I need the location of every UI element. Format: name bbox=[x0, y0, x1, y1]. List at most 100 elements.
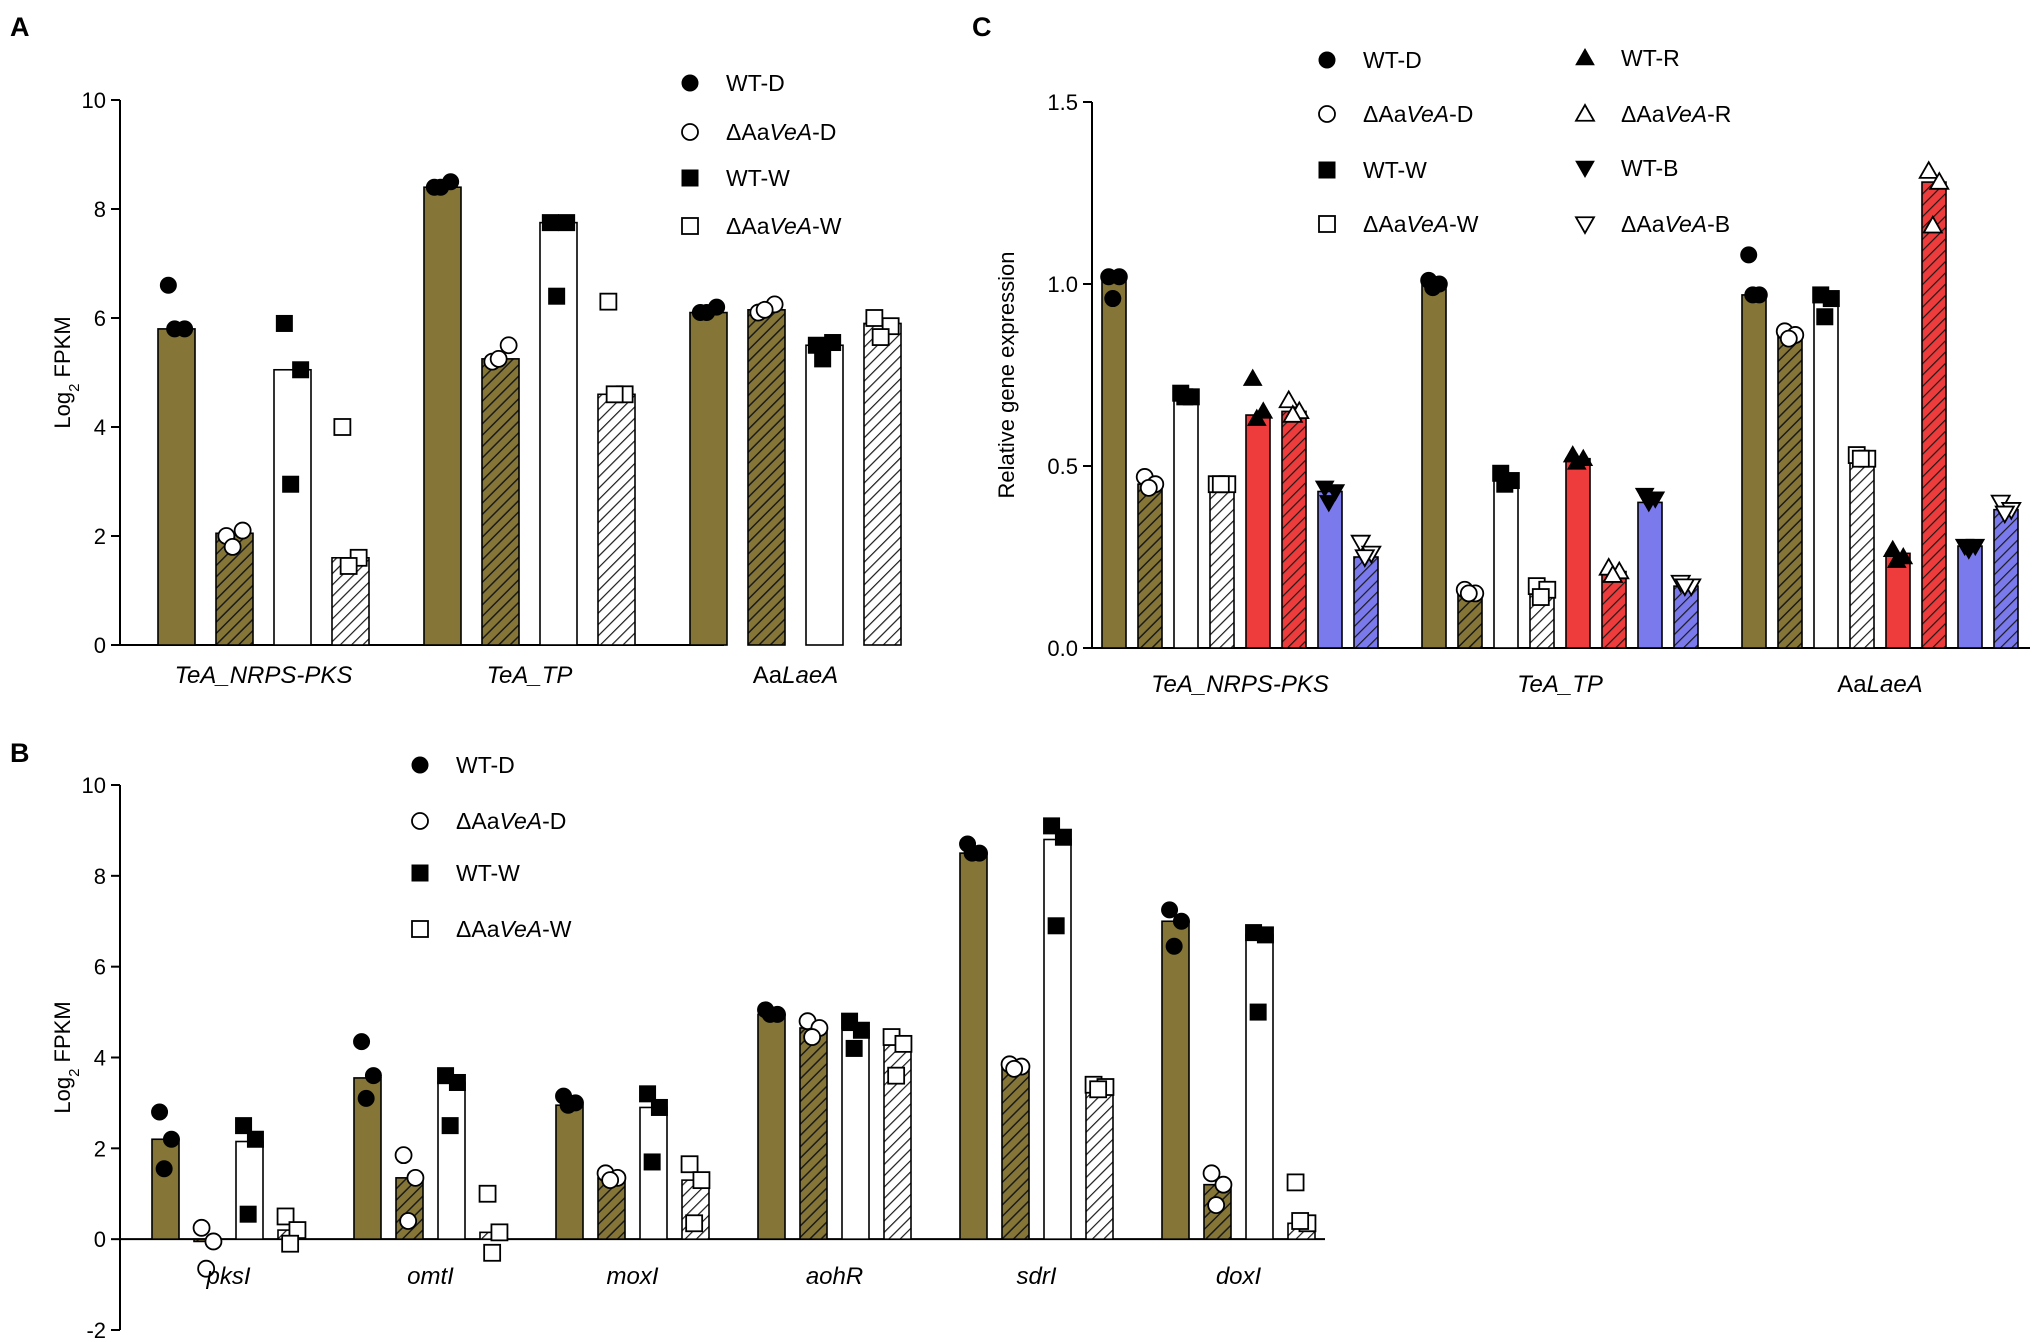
chart-panel-c: 0.0 0.5 1.0 1.5 Relative gene expression TeA_… bbox=[994, 45, 2030, 698]
panel-b-legend-marker bbox=[411, 920, 429, 938]
panel-c-legend-label-pre: WT-B bbox=[1621, 155, 1679, 181]
panel-b-data-point bbox=[692, 1171, 711, 1190]
panel-c-data-point bbox=[1851, 449, 1870, 468]
panel-c-data-point bbox=[1928, 171, 1950, 190]
panel-a-data-point bbox=[233, 521, 252, 540]
panel-c-data-point bbox=[1424, 279, 1442, 297]
panel-c-data-point bbox=[1994, 505, 2016, 525]
panel-b-x-tick-label-italic: aohR bbox=[806, 1263, 863, 1290]
panel-c-y-tick-label: 0.5 bbox=[1047, 454, 1078, 479]
panel-b-bar bbox=[799, 1027, 828, 1240]
panel-b-data-point bbox=[151, 1103, 169, 1121]
panel-b-data-point bbox=[963, 844, 981, 862]
panel-c-legend-label-italic: VeA bbox=[1407, 101, 1450, 127]
panel-c-data-point bbox=[1139, 478, 1158, 497]
panel-c-data-point bbox=[1176, 388, 1194, 406]
panel-a-data-point bbox=[292, 361, 310, 379]
panel-b-data-point bbox=[399, 1212, 418, 1230]
panel-a-legend-label-pre: WT-W bbox=[726, 165, 790, 191]
panel-a-data-point bbox=[824, 334, 842, 352]
panel-c-bar bbox=[1493, 479, 1519, 649]
panel-c-legend-label: ΔAaVeA-B bbox=[1621, 211, 1730, 237]
panel-b-data-point bbox=[761, 1005, 779, 1023]
panel-a-bar bbox=[689, 311, 728, 646]
panel-a-legend-label-pre: ΔAa bbox=[726, 119, 770, 145]
panel-b-data-point bbox=[680, 1155, 699, 1174]
panel-c-bar bbox=[1245, 414, 1271, 649]
panel-b-legend-label-italic: VeA bbox=[500, 916, 543, 942]
panel-a-bar bbox=[863, 322, 902, 646]
panel-a-legend-label-italic: VeA bbox=[770, 119, 813, 145]
panel-c-bar bbox=[1457, 592, 1483, 649]
panel-c-legend-label-post: -D bbox=[1449, 101, 1473, 127]
panel-a-data-point bbox=[282, 475, 300, 493]
panel-c-data-point bbox=[1531, 588, 1550, 606]
panel-b-data-point bbox=[559, 1096, 577, 1114]
panel-b-data-point bbox=[364, 1067, 382, 1085]
panel-b-data-point bbox=[601, 1171, 620, 1190]
panel-b-legend-label: ΔAaVeA-W bbox=[456, 916, 572, 942]
panel-b-legend-label: ΔAaVeA-D bbox=[456, 808, 566, 834]
panel-c-bar bbox=[1921, 181, 1947, 649]
panel-c-y-label-main: Relative gene expression bbox=[994, 251, 1019, 498]
panel-b-bar bbox=[395, 1177, 424, 1240]
panel-a-bar bbox=[805, 344, 844, 646]
panel-a-y-tick-label: 2 bbox=[94, 524, 106, 549]
panel-b-y-tick-label: 10 bbox=[82, 773, 106, 798]
panel-a-data-point bbox=[339, 557, 358, 575]
panel-b-data-point bbox=[1165, 937, 1183, 955]
panel-c-data-point bbox=[1602, 564, 1624, 583]
panel-b-data-point bbox=[394, 1146, 413, 1165]
panel-c-legend-marker bbox=[1318, 105, 1336, 123]
panel-b-bar bbox=[437, 1081, 466, 1240]
panel-a-x-tick-label-italic: LaeA bbox=[782, 662, 838, 689]
panel-b-data-point bbox=[1256, 926, 1274, 944]
panel-b-data-point bbox=[204, 1232, 223, 1251]
panel-c-x-tick-label: TeA_TP bbox=[1517, 671, 1603, 698]
panel-b-data-point bbox=[239, 1205, 257, 1223]
panel-b-data-point bbox=[1047, 917, 1065, 935]
panel-c-bar bbox=[1209, 483, 1235, 649]
panel-a-bar bbox=[539, 221, 578, 646]
panel-a-data-point bbox=[159, 276, 177, 294]
panel-c-bar bbox=[1281, 410, 1307, 649]
panel-b-data-point bbox=[1005, 1059, 1024, 1078]
panel-b-y-tick-label: 2 bbox=[94, 1136, 106, 1161]
panel-b-legend-label-italic: VeA bbox=[500, 808, 543, 834]
panel-c-x-tick-label-italic: TeA_TP bbox=[1517, 671, 1603, 698]
panel-c-legend-label: ΔAaVeA-R bbox=[1621, 101, 1731, 127]
panel-c-legend-label-pre: WT-W bbox=[1363, 157, 1427, 183]
panel-c-legend-label-pre: ΔAa bbox=[1363, 101, 1407, 127]
panel-a-y-tick-label: 6 bbox=[94, 306, 106, 331]
panel-a-bar bbox=[273, 368, 312, 646]
panel-b-data-point bbox=[246, 1130, 264, 1148]
panel-a-legend-label-pre: WT-D bbox=[726, 70, 785, 96]
panel-b-data-point bbox=[1286, 1173, 1305, 1192]
panel-c-bar bbox=[1673, 585, 1699, 649]
panel-a-data-point bbox=[871, 328, 890, 346]
panel-b-y-tick-label: 8 bbox=[94, 864, 106, 889]
panel-a-data-point bbox=[558, 214, 576, 232]
panel-label-a: A bbox=[10, 12, 30, 42]
panel-c-bar bbox=[1101, 275, 1127, 649]
panel-c-legend-label-post: -R bbox=[1707, 101, 1731, 127]
panel-c-legend-label-italic: VeA bbox=[1665, 101, 1708, 127]
panel-b-data-point bbox=[1291, 1212, 1310, 1230]
panel-c-data-point bbox=[1350, 534, 1372, 554]
panel-b-legend-label: WT-D bbox=[456, 752, 515, 778]
panel-b-bar bbox=[235, 1140, 264, 1240]
panel-c-data-point bbox=[1318, 495, 1339, 513]
panel-c-data-point bbox=[1496, 475, 1514, 493]
panel-c-bar bbox=[1777, 334, 1803, 649]
panel-a-y-label-main: Log bbox=[50, 392, 75, 429]
panel-c-data-point bbox=[1354, 549, 1376, 568]
panel-b-data-point bbox=[162, 1130, 180, 1148]
panel-c-bar bbox=[1849, 457, 1875, 649]
panel-c-bar bbox=[1173, 396, 1199, 649]
panel-c-data-point bbox=[1325, 484, 1346, 502]
panel-b-data-point bbox=[483, 1243, 502, 1262]
panel-a-bar bbox=[423, 186, 462, 646]
panel-a-data-point bbox=[333, 418, 352, 436]
